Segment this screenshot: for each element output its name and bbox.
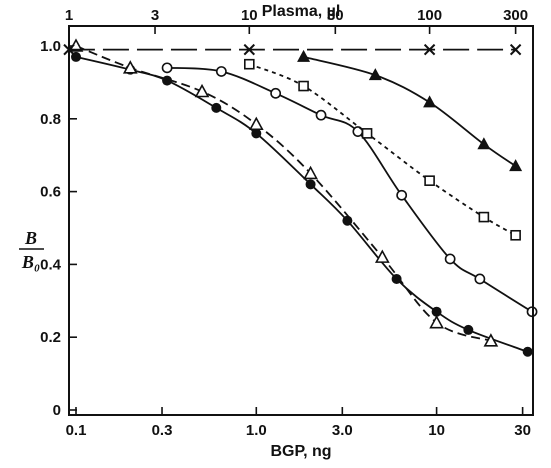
x-tick-label: 0.3	[152, 422, 173, 439]
y-axis-label: B B₀	[19, 228, 44, 272]
data-point-open-circle	[315, 109, 327, 121]
x2-tick-label: 300	[503, 7, 528, 24]
y-axis-label-numerator: B	[24, 228, 37, 248]
data-point-open-square	[478, 211, 490, 223]
x-tick-label: 10	[428, 422, 445, 439]
data-point-open-triangle	[483, 333, 499, 347]
data-point-open-triangle	[429, 314, 444, 329]
data-point-cross	[423, 43, 436, 56]
series-line-open-square	[248, 63, 517, 237]
data-point-filled-circle	[162, 75, 173, 86]
y-tick-label: 0.8	[40, 111, 61, 128]
data-point-open-square	[361, 128, 373, 139]
x2-tick-label: 30	[327, 7, 344, 24]
data-point-open-triangle	[122, 60, 138, 74]
x-tick-label: 3.0	[332, 422, 353, 439]
data-point-filled-circle	[391, 273, 402, 284]
x-tick-label: 30	[514, 422, 531, 439]
data-point-filled-triangle	[423, 95, 437, 108]
series-line-filled-triangle	[303, 56, 517, 167]
data-point-open-circle	[474, 273, 486, 285]
plot-frame	[68, 25, 534, 416]
data-point-cross	[243, 43, 256, 56]
x-axis-label: BGP, ng	[270, 443, 331, 460]
data-point-filled-triangle	[477, 137, 491, 150]
data-point-filled-circle	[463, 324, 474, 335]
series-layer	[63, 38, 538, 357]
data-point-open-square	[244, 58, 255, 70]
data-point-filled-triangle	[368, 68, 382, 81]
x2-tick-label: 1	[65, 7, 73, 24]
x2-tick-label: 10	[241, 7, 258, 24]
data-point-filled-circle	[251, 128, 262, 139]
data-point-filled-circle	[211, 102, 222, 113]
data-point-open-square	[510, 229, 521, 241]
x-tick-label: 1.0	[246, 422, 267, 439]
x2-axis-label: Plasma, µl	[262, 3, 341, 20]
data-point-filled-circle	[342, 215, 353, 226]
y-tick-label: 0.6	[40, 184, 61, 201]
y-tick-label: 0	[53, 402, 61, 419]
data-point-open-circle	[444, 253, 456, 265]
y-tick-label: 1.0	[40, 38, 61, 55]
data-point-open-circle	[396, 189, 408, 201]
data-point-cross	[509, 43, 522, 56]
data-point-open-circle	[161, 62, 173, 74]
x2-tick-label: 100	[417, 7, 442, 24]
data-point-open-square	[424, 175, 435, 186]
data-point-filled-circle	[431, 306, 442, 317]
data-point-filled-triangle	[509, 159, 523, 172]
data-point-open-square	[298, 80, 309, 92]
series-line-filled-circle	[75, 56, 529, 353]
data-point-filled-circle	[305, 179, 316, 190]
x2-tick-label: 3	[151, 7, 159, 24]
y-tick-label: 0.4	[40, 256, 62, 273]
data-point-open-triangle	[374, 249, 390, 263]
data-point-open-circle	[215, 66, 227, 77]
data-point-filled-circle	[522, 346, 533, 357]
data-point-open-circle	[270, 87, 282, 99]
data-point-open-triangle	[303, 165, 318, 180]
series-line-open-triangle	[75, 45, 492, 342]
data-point-filled-triangle	[297, 49, 311, 62]
ticks-layer: 0.1 0.3 1.0 3.0 10 30 1 3 10 30 100 300 0 0.2 0.4 0.6 0.…	[40, 7, 531, 439]
y-tick-label: 0.2	[40, 329, 61, 346]
y-axis-label-denominator: B₀	[21, 252, 40, 272]
data-point-open-triangle	[194, 83, 210, 98]
data-point-open-triangle	[248, 116, 264, 131]
x-tick-label: 0.1	[66, 422, 87, 439]
